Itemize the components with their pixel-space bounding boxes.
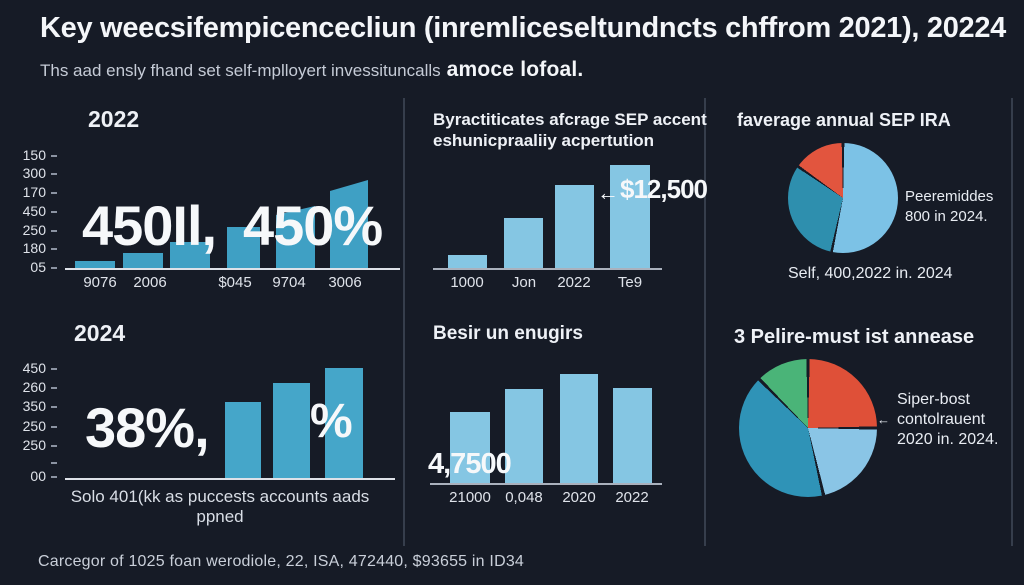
x-axis-label: 9704	[272, 274, 306, 291]
pie	[739, 359, 877, 497]
y-axis-tick: 150	[21, 147, 57, 163]
bar	[325, 368, 363, 478]
bar	[504, 218, 543, 268]
y-axis-tick: 300	[21, 165, 57, 181]
pie-label: Self, 400,2022 in. 2024	[788, 265, 953, 282]
pie-label: Siper-bost	[897, 391, 970, 408]
x-axis-label: 2006	[133, 274, 167, 291]
x-axis-label: Te9	[617, 274, 643, 291]
y-axis-tick: 250	[21, 437, 57, 453]
column-divider-left	[403, 98, 405, 546]
bar	[225, 402, 261, 478]
page-title: Key weecsifempicencecliun (inremliceselt…	[40, 12, 1007, 44]
pelire-pie-heading: 3 Pelire-must ist annease	[734, 326, 975, 348]
pie	[788, 143, 898, 253]
overlay-text: 38%,	[85, 396, 210, 459]
subtitle-emphasis: amoce lofoal.	[446, 58, 584, 81]
x-axis-label: $045	[218, 274, 252, 291]
overlay-text: Solo 401(kk as puccests accounts aads	[70, 487, 370, 506]
y-axis-tick: 05	[21, 259, 57, 275]
x-axis-line	[433, 268, 662, 270]
x-axis-label: 2022	[615, 489, 649, 506]
x-axis-label: 2020	[562, 489, 596, 506]
x-axis-label: 9076	[83, 274, 117, 291]
bar	[75, 261, 115, 268]
overlay-text: ppned	[196, 507, 244, 526]
pie-label: Peeremiddes	[905, 188, 994, 205]
bar	[613, 388, 652, 483]
footer-caption: Carcegor of 1025 foan werodiole, 22, ISA…	[38, 553, 525, 570]
x-axis-label: 2022	[557, 274, 591, 291]
bar	[227, 227, 260, 268]
overlay-text: 450%	[243, 194, 383, 257]
bar	[560, 374, 598, 483]
pie-label: 2020 in. 2024.	[897, 431, 999, 448]
y-axis-tick: 250	[21, 418, 57, 434]
bar	[610, 165, 650, 268]
bar	[170, 242, 210, 268]
x-axis-label: 21000	[449, 489, 491, 506]
overlay-text: $12,500	[620, 174, 708, 204]
pie-label: ←	[877, 412, 890, 427]
x-axis-line	[65, 268, 400, 270]
bar	[273, 383, 310, 478]
overlay-text: 450Il,	[82, 194, 217, 257]
page-subtitle: Ths aad ensly fhand set self-mplloyert i…	[40, 58, 940, 82]
bar	[330, 180, 368, 268]
bar	[505, 389, 543, 483]
y-axis-tick: 450	[21, 203, 57, 219]
x-axis-label: Jon	[511, 274, 537, 291]
x-axis-label: 0,048	[505, 489, 543, 506]
overlay-text: 4,7500	[428, 448, 512, 480]
pie-label: contolrauent	[897, 411, 986, 428]
column-divider-middle	[704, 98, 706, 546]
column-divider-right	[1011, 98, 1013, 546]
sep-ira-pie-heading: faverage annual SEP IRA	[737, 110, 951, 130]
besir-heading: Besir un enugirs	[433, 323, 583, 344]
y-axis-tick: 250	[21, 222, 57, 238]
overlay-text: %	[310, 395, 353, 448]
y-axis-tick: 00	[21, 468, 57, 484]
y-axis-tick: 180	[21, 240, 57, 256]
y-axis-tick: 170	[21, 184, 57, 200]
chart-2022-heading: 2022	[88, 106, 140, 132]
overlay-text: ←	[597, 180, 619, 205]
x-axis-label: 1000	[450, 274, 484, 291]
y-axis-tick: 350	[21, 398, 57, 414]
bar	[276, 206, 315, 268]
sep-accent-heading-line1: Byractiticates afcrage SEP accent	[433, 110, 707, 129]
chart-2024-heading: 2024	[74, 320, 126, 346]
x-axis-label: 3006	[328, 274, 362, 291]
pie-label: 800 in 2024.	[905, 208, 988, 225]
bar	[448, 255, 487, 268]
sep-accent-heading-line2: eshunicpraaliiy acpertution	[433, 131, 655, 150]
y-axis-tick: 450	[21, 360, 57, 376]
bar	[450, 412, 490, 483]
subtitle-text: Ths aad ensly fhand set self-mplloyert i…	[40, 61, 441, 80]
x-axis-line	[65, 478, 395, 480]
bar	[123, 253, 163, 268]
y-axis-tick: 260	[21, 379, 57, 395]
x-axis-line	[430, 483, 662, 485]
bar	[555, 185, 594, 268]
